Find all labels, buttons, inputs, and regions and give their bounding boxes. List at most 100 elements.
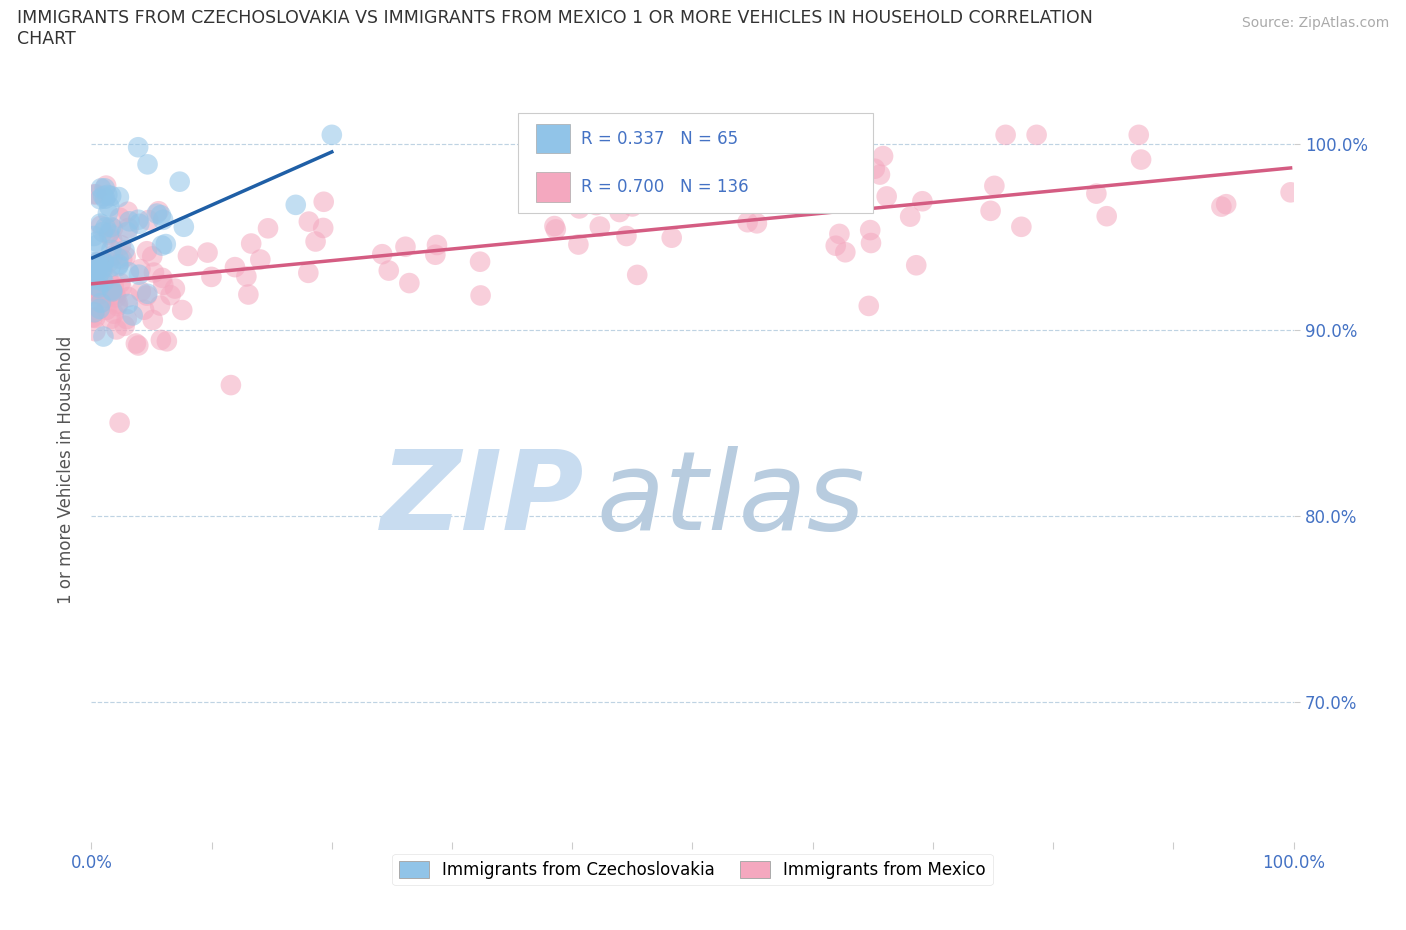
Point bbox=[110, 238, 132, 253]
Point bbox=[394, 239, 416, 254]
Point bbox=[219, 378, 242, 392]
Point bbox=[426, 237, 449, 252]
Point bbox=[136, 157, 159, 172]
Point bbox=[911, 193, 934, 208]
Point bbox=[127, 140, 149, 154]
Point bbox=[142, 312, 165, 327]
Point bbox=[89, 192, 111, 206]
Point bbox=[671, 180, 693, 195]
Text: CHART: CHART bbox=[17, 30, 76, 47]
Point bbox=[94, 179, 117, 193]
Point bbox=[108, 190, 131, 205]
Point bbox=[150, 271, 173, 286]
Point bbox=[235, 269, 257, 284]
Point bbox=[87, 256, 110, 271]
Point bbox=[1025, 127, 1047, 142]
Point bbox=[146, 206, 169, 221]
Point bbox=[107, 257, 129, 272]
Point bbox=[91, 268, 114, 283]
Point bbox=[93, 180, 115, 195]
Point bbox=[93, 274, 115, 289]
Point bbox=[117, 289, 139, 304]
Point bbox=[544, 222, 567, 237]
Text: R = 0.337   N = 65: R = 0.337 N = 65 bbox=[581, 129, 738, 148]
Point bbox=[737, 215, 759, 230]
Point bbox=[1130, 153, 1153, 167]
Point bbox=[240, 236, 263, 251]
Point bbox=[86, 234, 108, 249]
Point bbox=[149, 207, 172, 222]
Point bbox=[616, 229, 638, 244]
Point bbox=[87, 286, 110, 300]
Point bbox=[97, 255, 120, 270]
Point bbox=[94, 192, 117, 206]
Point bbox=[104, 286, 127, 301]
Point bbox=[107, 299, 129, 313]
Point bbox=[90, 255, 112, 270]
Point bbox=[114, 318, 136, 333]
Point bbox=[858, 299, 880, 313]
Point bbox=[142, 265, 165, 280]
Point bbox=[127, 338, 149, 352]
Point bbox=[568, 201, 591, 216]
Point bbox=[98, 199, 121, 214]
Point bbox=[173, 219, 195, 234]
Point bbox=[138, 213, 160, 228]
Point bbox=[115, 312, 138, 326]
Y-axis label: 1 or more Vehicles in Household: 1 or more Vehicles in Household bbox=[58, 336, 76, 604]
Point bbox=[284, 197, 307, 212]
Point bbox=[100, 259, 122, 274]
Point bbox=[91, 189, 114, 204]
Point bbox=[100, 243, 122, 258]
Point bbox=[86, 278, 108, 293]
Point bbox=[114, 243, 136, 258]
Point bbox=[378, 263, 401, 278]
Point bbox=[82, 262, 104, 277]
Point bbox=[425, 247, 447, 262]
Point bbox=[177, 248, 200, 263]
Point bbox=[321, 127, 343, 142]
Point bbox=[297, 265, 319, 280]
Point bbox=[84, 255, 107, 270]
Point bbox=[98, 226, 121, 241]
Point bbox=[1279, 185, 1302, 200]
Point bbox=[872, 149, 894, 164]
Point bbox=[82, 272, 104, 287]
Point bbox=[994, 127, 1017, 142]
Point bbox=[89, 216, 111, 231]
Point bbox=[89, 264, 111, 279]
Point bbox=[100, 219, 122, 234]
Point bbox=[200, 270, 222, 285]
Point bbox=[859, 222, 882, 237]
Point bbox=[238, 287, 260, 302]
Point bbox=[869, 167, 891, 182]
Point bbox=[100, 189, 122, 204]
Point bbox=[86, 255, 108, 270]
Point bbox=[86, 286, 108, 300]
Point bbox=[470, 288, 492, 303]
Point bbox=[93, 329, 115, 344]
Point bbox=[980, 204, 1002, 219]
Point bbox=[83, 278, 105, 293]
Point bbox=[91, 295, 114, 310]
Point bbox=[108, 210, 131, 225]
Point bbox=[169, 174, 191, 189]
Point bbox=[91, 225, 114, 240]
Point bbox=[87, 280, 110, 295]
Point bbox=[543, 219, 565, 233]
Point bbox=[721, 166, 744, 180]
Point bbox=[91, 261, 114, 276]
Point bbox=[82, 310, 104, 325]
Point bbox=[1128, 127, 1150, 142]
Point bbox=[152, 212, 174, 227]
Point bbox=[1211, 199, 1233, 214]
Point bbox=[111, 252, 134, 267]
Point bbox=[83, 305, 105, 320]
Point bbox=[828, 227, 851, 242]
Point bbox=[82, 286, 104, 300]
Point bbox=[609, 205, 631, 219]
Point bbox=[257, 220, 280, 235]
Point bbox=[94, 290, 117, 305]
Point bbox=[86, 237, 108, 252]
Text: Source: ZipAtlas.com: Source: ZipAtlas.com bbox=[1241, 16, 1389, 30]
